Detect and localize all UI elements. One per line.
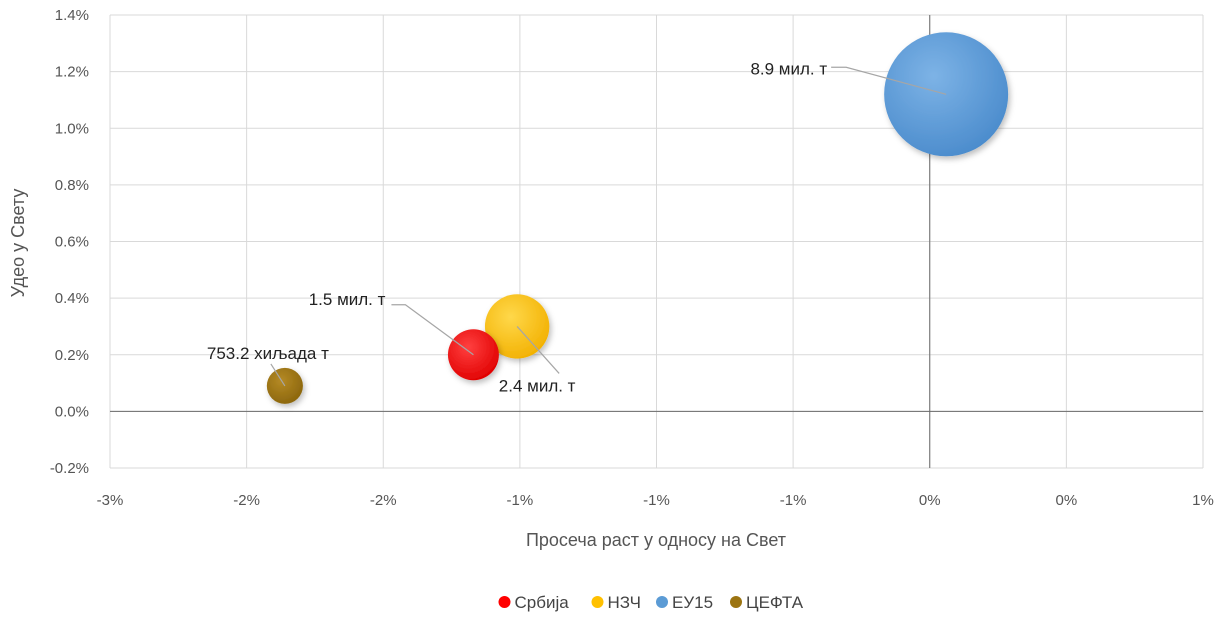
y-tick-label-5: 0.8% [55, 177, 89, 194]
data-label-1: 2.4 мил. т [499, 376, 576, 395]
data-label-2: 8.9 мил. т [750, 59, 827, 78]
x-tick-label-5: -1% [780, 492, 807, 509]
x-tick-label-8: 1% [1192, 492, 1214, 509]
bubbles [266, 32, 1009, 404]
y-tick-label-1: 0.0% [55, 403, 89, 420]
legend-label-2: ЕУ15 [672, 593, 713, 612]
legend-marker-1 [591, 596, 604, 608]
x-tick-label-1: -2% [233, 492, 260, 509]
x-tick-label-0: -3% [97, 492, 124, 509]
x-tick-labels: -3% -2% -2% -1% -1% -1% 0% 0% 1% [97, 492, 1214, 509]
y-axis-title: Удео у Свету [8, 189, 28, 298]
y-tick-label-0: -0.2% [50, 460, 89, 477]
y-tick-label-6: 1.0% [55, 120, 89, 137]
x-tick-label-4: -1% [643, 492, 670, 509]
legend-marker-3 [730, 596, 742, 608]
data-labels: 1.5 мил. т 2.4 мил. т 8.9 мил. т 753.2 хиља… [207, 59, 827, 395]
legend-label-0: Србија [515, 593, 570, 612]
x-tick-label-6: 0% [919, 492, 941, 509]
leader-line-2 [831, 66, 947, 95]
data-label-0: 1.5 мил. т [309, 290, 386, 309]
y-tick-label-7: 1.2% [55, 64, 89, 81]
y-tick-label-2: 0.2% [55, 347, 89, 364]
x-tick-label-3: -1% [507, 492, 534, 509]
y-tick-label-4: 0.6% [55, 234, 89, 251]
legend-label-3: ЦЕФТА [746, 593, 804, 612]
legend-label-1: НЗЧ [608, 593, 642, 612]
leader-line-3 [270, 363, 286, 387]
x-tick-label-7: 0% [1056, 492, 1078, 509]
legend: Србија НЗЧ ЕУ15 ЦЕФТА [498, 593, 804, 612]
legend-marker-2 [656, 596, 668, 608]
y-tick-label-3: 0.4% [55, 290, 89, 307]
y-tick-labels: -0.2% 0.0% 0.2% 0.4% 0.6% 0.8% 1.0% 1.2% 1.4% [50, 7, 89, 477]
legend-marker-0 [498, 596, 511, 608]
x-tick-label-2: -2% [370, 492, 397, 509]
leader-line-1 [516, 326, 560, 374]
y-tick-label-8: 1.4% [55, 7, 89, 24]
x-axis-title: Просеча раст у односу на Свет [526, 530, 786, 550]
leader-line-0 [391, 304, 474, 356]
bubble-1 [484, 294, 550, 359]
leader-lines [270, 66, 947, 387]
data-label-3: 753.2 хиљада т [207, 344, 329, 363]
